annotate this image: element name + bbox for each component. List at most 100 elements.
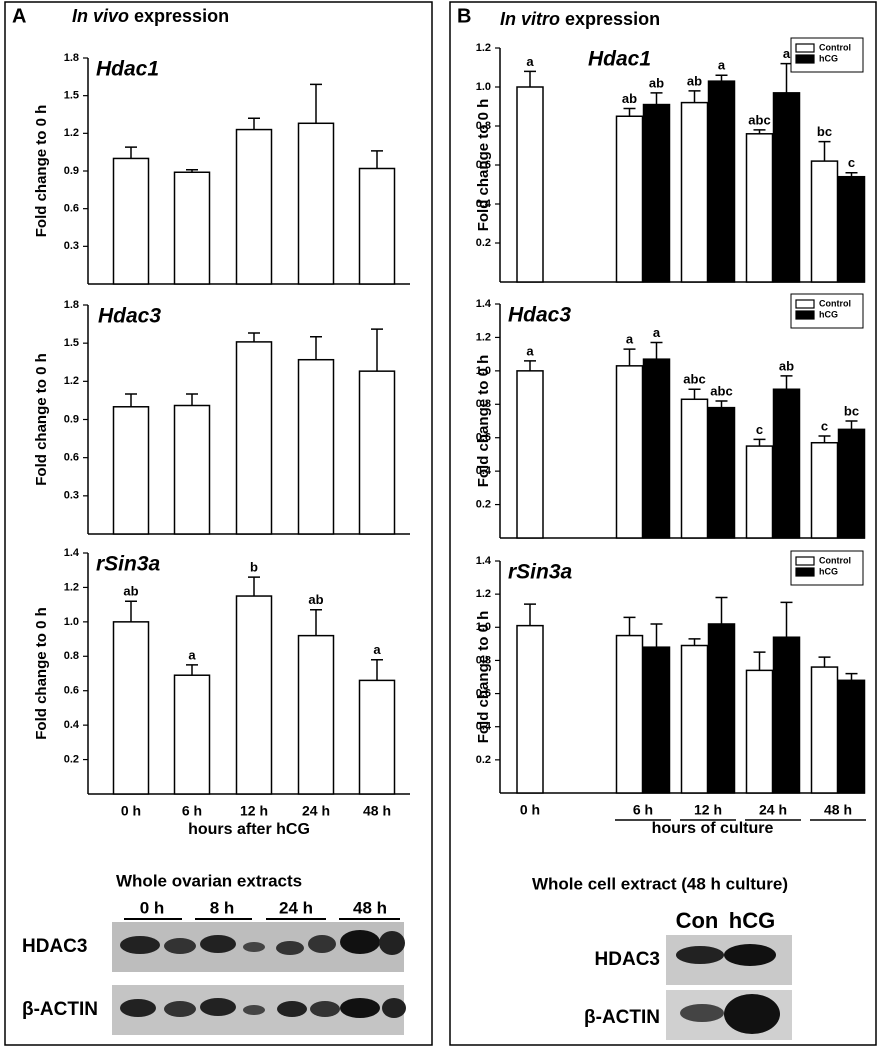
bar	[235, 341, 273, 535]
chart-title: Hdac3	[508, 304, 571, 327]
y-tick-label: 1.2	[476, 588, 491, 600]
row-label: β-ACTIN	[22, 999, 98, 1020]
significance-letter: ab	[622, 91, 637, 106]
significance-letter: c	[756, 422, 763, 437]
y-tick-label: 0.4	[476, 721, 492, 733]
bar	[516, 370, 544, 539]
y-tick-label: 0.4	[476, 465, 492, 477]
y-axis-label: Fold change to 0 h	[475, 611, 492, 744]
y-tick-label: 0.8	[476, 398, 491, 410]
y-tick-label: 1.0	[64, 616, 79, 628]
error-bar	[715, 400, 728, 408]
y-tick-label: 1.2	[64, 127, 79, 139]
significance-letter: c	[821, 418, 828, 433]
error-bar	[650, 341, 663, 360]
bar	[680, 644, 709, 794]
bar	[358, 679, 396, 795]
error-bar	[780, 601, 793, 638]
chart-title: Hdac3	[98, 305, 161, 328]
y-tick-label: 1.2	[476, 331, 491, 343]
row-label: β-ACTIN	[584, 1007, 660, 1028]
significance-letter: ab	[779, 358, 794, 373]
lane-label: 24 h	[279, 898, 313, 917]
blot-title: Whole ovarian extracts	[116, 871, 302, 890]
y-tick-label: 1.8	[64, 52, 79, 64]
legend-swatch	[795, 310, 815, 320]
error-bar	[818, 140, 831, 162]
bar	[235, 595, 273, 795]
significance-letter: a	[373, 642, 381, 657]
x-tick-label: 24 h	[302, 803, 330, 819]
y-axis-label: Fold change to 0 h	[475, 355, 492, 488]
y-tick-label: 1.4	[476, 298, 492, 310]
bar	[112, 157, 150, 285]
significance-letter: ab	[687, 73, 702, 88]
bar	[615, 115, 644, 283]
bar	[707, 406, 736, 539]
x-tick-label: 48 h	[824, 802, 852, 818]
error-bar	[623, 348, 636, 366]
x-tick-label: 6 h	[633, 802, 653, 818]
y-tick-label: 0.6	[476, 159, 491, 171]
significance-letter: ab	[649, 75, 664, 90]
error-bar	[715, 596, 728, 624]
blot-image	[666, 935, 792, 1040]
error-bar	[753, 129, 766, 134]
x-tick-label: 48 h	[363, 803, 391, 819]
bar	[516, 86, 544, 283]
y-tick-label: 0.2	[476, 498, 491, 510]
y-tick-label: 1.0	[476, 621, 491, 633]
y-tick-label: 0.4	[64, 719, 80, 731]
error-bar	[818, 435, 831, 443]
y-tick-label: 0.3	[64, 490, 79, 502]
significance-letter: abc	[748, 112, 770, 127]
bar	[745, 669, 774, 794]
bar	[615, 365, 644, 539]
error-bar	[650, 92, 663, 105]
lane-label: Con	[676, 908, 719, 933]
bar	[772, 636, 801, 794]
error-bar	[845, 420, 858, 430]
lane-label: 0 h	[140, 898, 165, 917]
blot-image	[112, 922, 406, 1035]
heading-italic: In vitro	[500, 9, 560, 29]
significance-letter: a	[653, 325, 661, 340]
error-bar	[125, 146, 137, 159]
significance-letter: abc	[683, 372, 705, 387]
y-tick-label: 0.9	[64, 165, 79, 177]
y-tick-label: 0.3	[64, 240, 79, 252]
heading-italic: In vivo	[72, 6, 129, 26]
bar	[615, 634, 644, 794]
heading-text: expression	[565, 9, 660, 29]
significance-letter: a	[718, 58, 726, 73]
y-tick-label: 0.8	[476, 654, 491, 666]
bar	[112, 406, 150, 535]
panel-label: A	[12, 5, 26, 27]
bar	[772, 388, 801, 539]
error-bar	[310, 83, 322, 124]
error-bar	[186, 393, 198, 406]
y-tick-label: 0.6	[64, 203, 79, 215]
bar	[810, 441, 839, 539]
x-tick-label: 0 h	[121, 803, 141, 819]
bar	[772, 92, 801, 283]
significance-letter: abc	[710, 383, 732, 398]
x-tick-label: 0 h	[520, 802, 540, 818]
bar	[642, 646, 671, 794]
bar	[680, 398, 709, 539]
panel-frame	[449, 1, 877, 1046]
bar	[707, 623, 736, 794]
significance-letter: a	[626, 332, 634, 347]
legend-swatch	[795, 43, 815, 53]
significance-letter: ab	[123, 584, 138, 599]
significance-letter: a	[188, 647, 196, 662]
y-tick-label: 0.2	[476, 754, 491, 766]
error-bar	[371, 658, 383, 681]
error-bar	[753, 651, 766, 671]
x-tick-label: 12 h	[240, 803, 268, 819]
bar	[173, 674, 211, 795]
lane-label: hCG	[729, 908, 775, 933]
chart-title: Hdac1	[588, 48, 651, 71]
significance-letter: b	[250, 560, 258, 575]
